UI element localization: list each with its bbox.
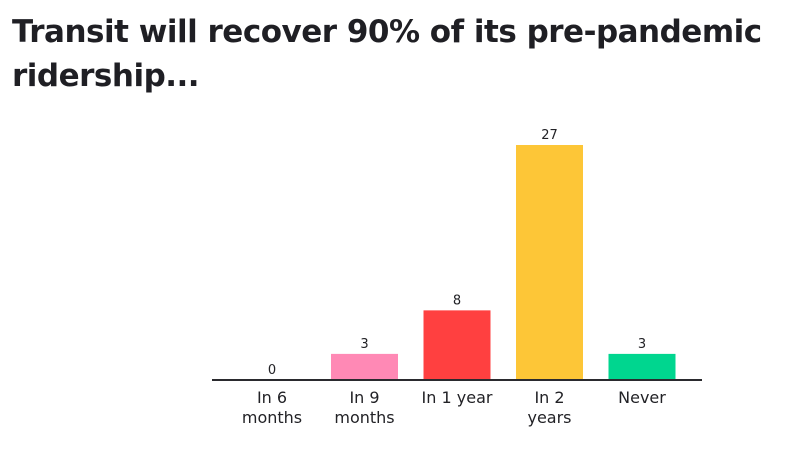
value-label-3: 27 <box>541 128 558 143</box>
bar-2 <box>423 310 491 380</box>
bar-4 <box>608 353 676 380</box>
value-label-4: 3 <box>638 337 646 352</box>
x-tick-label-line: In 2 <box>534 388 564 407</box>
chart-title: Transit will recover 90% of its pre-pand… <box>12 14 762 94</box>
x-tick-label-4: Never <box>618 388 666 407</box>
x-tick-label-line: Never <box>618 388 666 407</box>
bar-3 <box>516 145 583 380</box>
x-tick-label-line: In 6 <box>257 388 287 407</box>
bars-group <box>331 145 676 380</box>
x-tick-label-3: In 2 years <box>527 388 571 427</box>
value-label-1: 3 <box>360 337 368 352</box>
value-labels-group: 0 3 8 27 3 <box>268 128 646 378</box>
value-label-2: 8 <box>453 293 461 308</box>
x-tick-label-0: In 6 months <box>242 388 302 427</box>
x-tick-label-line: In 1 year <box>422 388 493 407</box>
x-tick-label-line: months <box>334 408 394 427</box>
bar-1 <box>331 353 398 380</box>
x-tick-label-2: In 1 year <box>422 388 493 407</box>
x-tick-label-line: months <box>242 408 302 427</box>
value-label-0: 0 <box>268 363 276 378</box>
x-tick-label-1: In 9 months <box>334 388 394 427</box>
x-tick-label-line: In 9 <box>349 388 379 407</box>
x-tick-label-line: years <box>527 408 571 427</box>
